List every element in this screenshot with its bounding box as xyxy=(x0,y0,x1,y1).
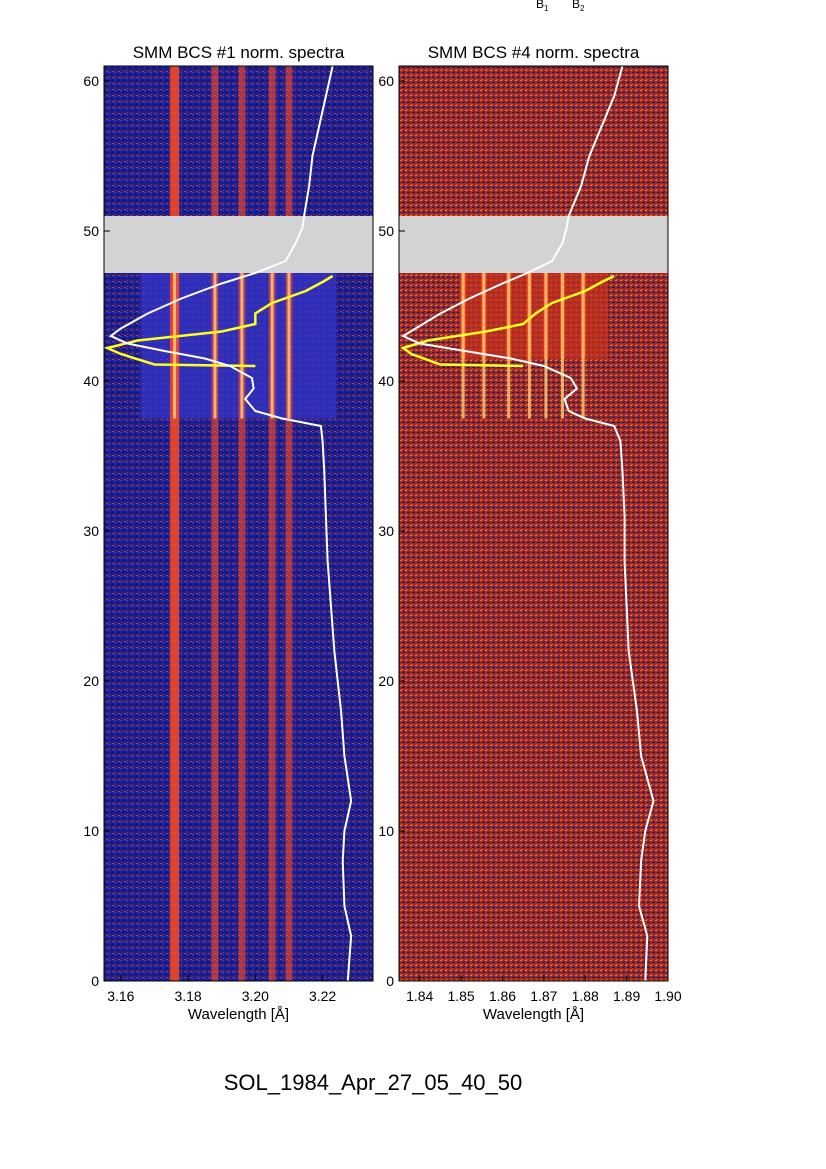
x-tick-label: 1.85 xyxy=(447,988,474,1004)
y-tick-label: 20 xyxy=(378,673,394,689)
y-tick-label: 60 xyxy=(83,73,99,89)
y-tick-label: 0 xyxy=(386,973,394,989)
x-tick-label: 1.84 xyxy=(406,988,433,1004)
x-tick-label: 3.20 xyxy=(242,988,269,1004)
panel-bcs4: SMM BCS #4 norm. spectra 0 10 20 30 40 50 60 1.8… xyxy=(378,43,681,1023)
emission-line-core xyxy=(507,273,511,419)
y-tick-label: 50 xyxy=(83,223,99,239)
x-tick-label: 3.18 xyxy=(174,988,201,1004)
emission-line-core xyxy=(240,273,244,419)
y-tick-label: 10 xyxy=(83,823,99,839)
emission-line-core xyxy=(527,273,531,419)
y-tick-label: 10 xyxy=(378,823,394,839)
emission-line-core xyxy=(461,273,465,419)
y-tick-label: 30 xyxy=(378,523,394,539)
y-tick-label: 40 xyxy=(378,373,394,389)
emission-line-core xyxy=(213,273,217,419)
x-tick-label: 1.88 xyxy=(572,988,599,1004)
lightcurve xyxy=(108,66,353,981)
plot-frame xyxy=(103,65,374,982)
header-b2-label: B2 xyxy=(572,0,585,13)
x-tick-label: 1.89 xyxy=(613,988,640,1004)
emission-line xyxy=(238,66,246,981)
derivative-curve xyxy=(104,274,334,368)
plot-area-2 xyxy=(399,66,668,981)
lightcurve xyxy=(400,66,655,981)
emission-line xyxy=(170,66,180,981)
x-tick-label: 1.86 xyxy=(489,988,516,1004)
data-gap-band xyxy=(104,216,373,273)
plot-frame xyxy=(398,65,669,982)
chart-title: SMM BCS #4 norm. spectra xyxy=(428,43,640,62)
emission-line-core xyxy=(287,273,291,419)
y-tick-label: 20 xyxy=(83,673,99,689)
emission-line xyxy=(285,66,293,981)
panel-bcs1: SMM BCS #1 norm. spectra 0 10 20 30 40 50 60 3.1… xyxy=(83,43,374,1023)
x-tick-label: 1.90 xyxy=(654,988,681,1004)
x-tick-label: 1.87 xyxy=(530,988,557,1004)
x-tick-label: 3.16 xyxy=(107,988,134,1004)
x-axis-label: Wavelength [Å] xyxy=(483,1006,584,1023)
x-axis-label: Wavelength [Å] xyxy=(188,1006,289,1023)
y-tick-label: 0 xyxy=(91,973,99,989)
y-tick-label: 40 xyxy=(83,373,99,389)
emission-line-core xyxy=(581,273,585,419)
x-tick-label: 3.22 xyxy=(309,988,336,1004)
emission-line-core xyxy=(173,273,177,419)
emission-line-core xyxy=(560,273,564,419)
y-tick-label: 30 xyxy=(83,523,99,539)
y-tick-label: 50 xyxy=(378,223,394,239)
spectrum-background xyxy=(399,66,668,981)
emission-line-core xyxy=(270,273,274,419)
emission-line-core xyxy=(482,273,486,419)
y-tick-label: 60 xyxy=(378,73,394,89)
emission-line-core xyxy=(544,273,548,419)
header-b1-label: B1 xyxy=(536,0,549,13)
emission-line xyxy=(211,66,219,981)
derivative-curve xyxy=(400,274,615,368)
chart-title: SMM BCS #1 norm. spectra xyxy=(133,43,345,62)
plot-area-1 xyxy=(104,66,373,981)
event-id-label: SOL_1984_Apr_27_05_40_50 xyxy=(224,1070,523,1095)
emission-line xyxy=(268,66,276,981)
data-gap-band xyxy=(399,216,668,273)
